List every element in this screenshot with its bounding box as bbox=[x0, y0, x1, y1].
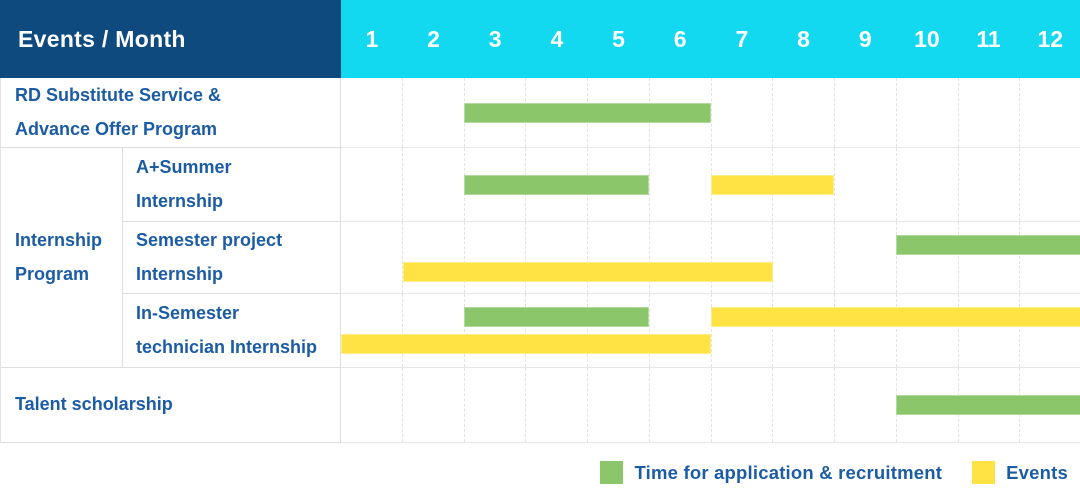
month-gridline bbox=[403, 294, 465, 367]
month-gridline bbox=[526, 368, 588, 442]
month-label: 3 bbox=[488, 25, 502, 52]
month-gridline bbox=[588, 368, 650, 442]
month-gridline bbox=[959, 78, 1021, 147]
legend-item-events: Events bbox=[972, 461, 1068, 484]
month-gridline bbox=[403, 148, 465, 221]
month-label: 9 bbox=[858, 25, 872, 52]
chart-row-talent-scholarship bbox=[341, 368, 1080, 443]
month-gridline bbox=[341, 294, 403, 367]
month-gridline bbox=[835, 368, 897, 442]
month-label: 8 bbox=[797, 25, 810, 52]
green-bar bbox=[464, 174, 650, 195]
month-gridline bbox=[773, 368, 835, 442]
row-label-in-semester-technician-internship: In-Semester technician Internship bbox=[123, 294, 341, 368]
month-gridline bbox=[897, 78, 959, 147]
month-gridline bbox=[835, 222, 897, 293]
month-gridline bbox=[712, 368, 774, 442]
month-label: 6 bbox=[673, 25, 687, 52]
month-gridline bbox=[959, 148, 1021, 221]
month-gridlines bbox=[341, 294, 1080, 367]
legend-label: Time for application & recruitment bbox=[634, 461, 943, 483]
gantt-table: Events / Month 1 2 3 4 5 6 7 8 9 10 11 12 RD Substi… bbox=[0, 0, 1080, 443]
month-gridline bbox=[465, 294, 527, 367]
chart-row-in-semester-technician-internship bbox=[341, 294, 1080, 368]
month-gridline bbox=[341, 222, 403, 293]
month-gridline bbox=[1020, 294, 1080, 367]
month-gridline bbox=[341, 368, 403, 442]
month-gridline bbox=[897, 222, 959, 293]
green-bar bbox=[896, 235, 1080, 255]
month-gridline bbox=[341, 78, 403, 147]
month-gridline bbox=[650, 222, 712, 293]
month-gridline bbox=[959, 294, 1021, 367]
chart-row-a-plus-summer-internship bbox=[341, 148, 1080, 222]
month-gridline bbox=[465, 222, 527, 293]
month-gridline bbox=[403, 222, 465, 293]
month-gridline bbox=[465, 368, 527, 442]
month-gridline bbox=[897, 148, 959, 221]
month-label: 7 bbox=[735, 25, 749, 52]
legend-label: Events bbox=[1006, 461, 1068, 483]
month-gridline bbox=[588, 294, 650, 367]
row-label-a-plus-summer-internship: A+Summer Internship bbox=[123, 148, 341, 222]
yellow-bar bbox=[402, 262, 773, 282]
green-bar bbox=[896, 395, 1080, 415]
row-group-internship-program: Internship Program bbox=[1, 148, 123, 368]
month-gridline bbox=[897, 294, 959, 367]
month-gridline bbox=[403, 368, 465, 442]
month-gridline bbox=[1020, 222, 1080, 293]
month-gridline bbox=[341, 148, 403, 221]
month-label: 5 bbox=[612, 25, 625, 52]
month-gridline bbox=[712, 222, 774, 293]
row-label-semester-project-internship: Semester project Internship bbox=[123, 222, 341, 294]
month-header-row: 1 2 3 4 5 6 7 8 9 10 11 12 bbox=[341, 0, 1080, 78]
month-label: 2 bbox=[427, 25, 440, 52]
month-label: 10 bbox=[914, 25, 940, 52]
month-gridline bbox=[773, 148, 835, 221]
yellow-bar bbox=[711, 174, 835, 195]
legend: Time for application & recruitment Event… bbox=[0, 461, 1068, 484]
green-swatch-icon bbox=[600, 461, 624, 484]
month-gridline bbox=[526, 294, 588, 367]
month-gridline bbox=[526, 222, 588, 293]
month-gridline bbox=[650, 368, 712, 442]
header-events-month: Events / Month bbox=[0, 0, 341, 78]
row-label-talent-scholarship: Talent scholarship bbox=[1, 368, 341, 443]
month-gridline bbox=[1020, 148, 1080, 221]
month-gridline bbox=[773, 78, 835, 147]
month-gridline bbox=[835, 294, 897, 367]
month-label: 4 bbox=[550, 25, 564, 52]
month-label: 12 bbox=[1037, 25, 1064, 52]
month-gridline bbox=[650, 294, 712, 367]
month-gridline bbox=[650, 78, 712, 147]
month-gridline bbox=[835, 78, 897, 147]
chart-row-rd-substitute-service bbox=[341, 78, 1080, 148]
yellow-bar bbox=[711, 307, 1080, 327]
chart-row-semester-project-internship bbox=[341, 222, 1080, 294]
month-gridline bbox=[773, 222, 835, 293]
month-gridline bbox=[712, 294, 774, 367]
month-gridline bbox=[588, 222, 650, 293]
month-gridline bbox=[773, 294, 835, 367]
month-gridline bbox=[959, 222, 1021, 293]
month-label: 1 bbox=[365, 25, 379, 52]
month-gridline bbox=[1020, 78, 1080, 147]
yellow-bar bbox=[341, 334, 711, 354]
yellow-swatch-icon bbox=[972, 461, 996, 484]
green-bar bbox=[464, 307, 650, 327]
month-gridline bbox=[650, 148, 712, 221]
green-bar bbox=[464, 102, 711, 123]
header-title: Events / Month bbox=[18, 25, 186, 52]
month-gridline bbox=[403, 78, 465, 147]
month-gridline bbox=[712, 78, 774, 147]
legend-item-application-recruitment: Time for application & recruitment bbox=[600, 461, 942, 484]
month-label: 11 bbox=[976, 25, 1001, 52]
row-label-rd-substitute-service: RD Substitute Service & Advance Offer Pr… bbox=[1, 78, 341, 148]
month-gridline bbox=[835, 148, 897, 221]
month-gridlines bbox=[341, 222, 1080, 293]
